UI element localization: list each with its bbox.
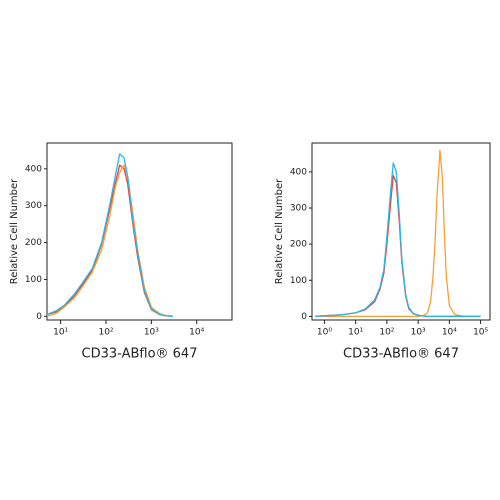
- y-tick-label: 0: [301, 312, 307, 322]
- x-tick-label: 10⁴: [442, 328, 457, 338]
- x-tick-label: 10⁵: [473, 328, 488, 338]
- x-tick-label: 10⁴: [189, 328, 204, 338]
- series-line: [46, 164, 174, 317]
- series-line: [46, 153, 174, 317]
- x-axis-label: CD33-ABflo® 647: [82, 347, 198, 362]
- x-tick-label: 10⁰: [317, 328, 332, 338]
- y-axis-label: Relative Cell Number: [9, 178, 20, 284]
- y-tick-label: 100: [25, 275, 42, 285]
- y-tick-label: 300: [25, 201, 42, 211]
- y-tick-label: 300: [290, 204, 307, 214]
- y-tick-label: 400: [25, 164, 42, 174]
- y-tick-label: 200: [290, 240, 307, 250]
- x-tick-label: 10³: [411, 328, 426, 338]
- series-line: [314, 162, 481, 318]
- x-tick-label: 10¹: [348, 328, 363, 338]
- y-tick-label: 0: [36, 312, 42, 322]
- y-tick-label: 400: [290, 167, 307, 177]
- y-tick-label: 100: [290, 276, 307, 286]
- x-tick-label: 10²: [98, 328, 113, 338]
- plot-frame: [311, 142, 491, 321]
- x-tick-label: 10²: [379, 328, 394, 338]
- plot-frame: [46, 142, 233, 321]
- series-line: [315, 149, 481, 318]
- series-line: [46, 164, 174, 317]
- x-axis-label: CD33-ABflo® 647: [343, 347, 459, 362]
- x-tick-label: 10³: [144, 328, 159, 338]
- y-axis-label: Relative Cell Number: [274, 178, 285, 284]
- y-tick-label: 200: [25, 238, 42, 248]
- x-tick-label: 10¹: [53, 328, 68, 338]
